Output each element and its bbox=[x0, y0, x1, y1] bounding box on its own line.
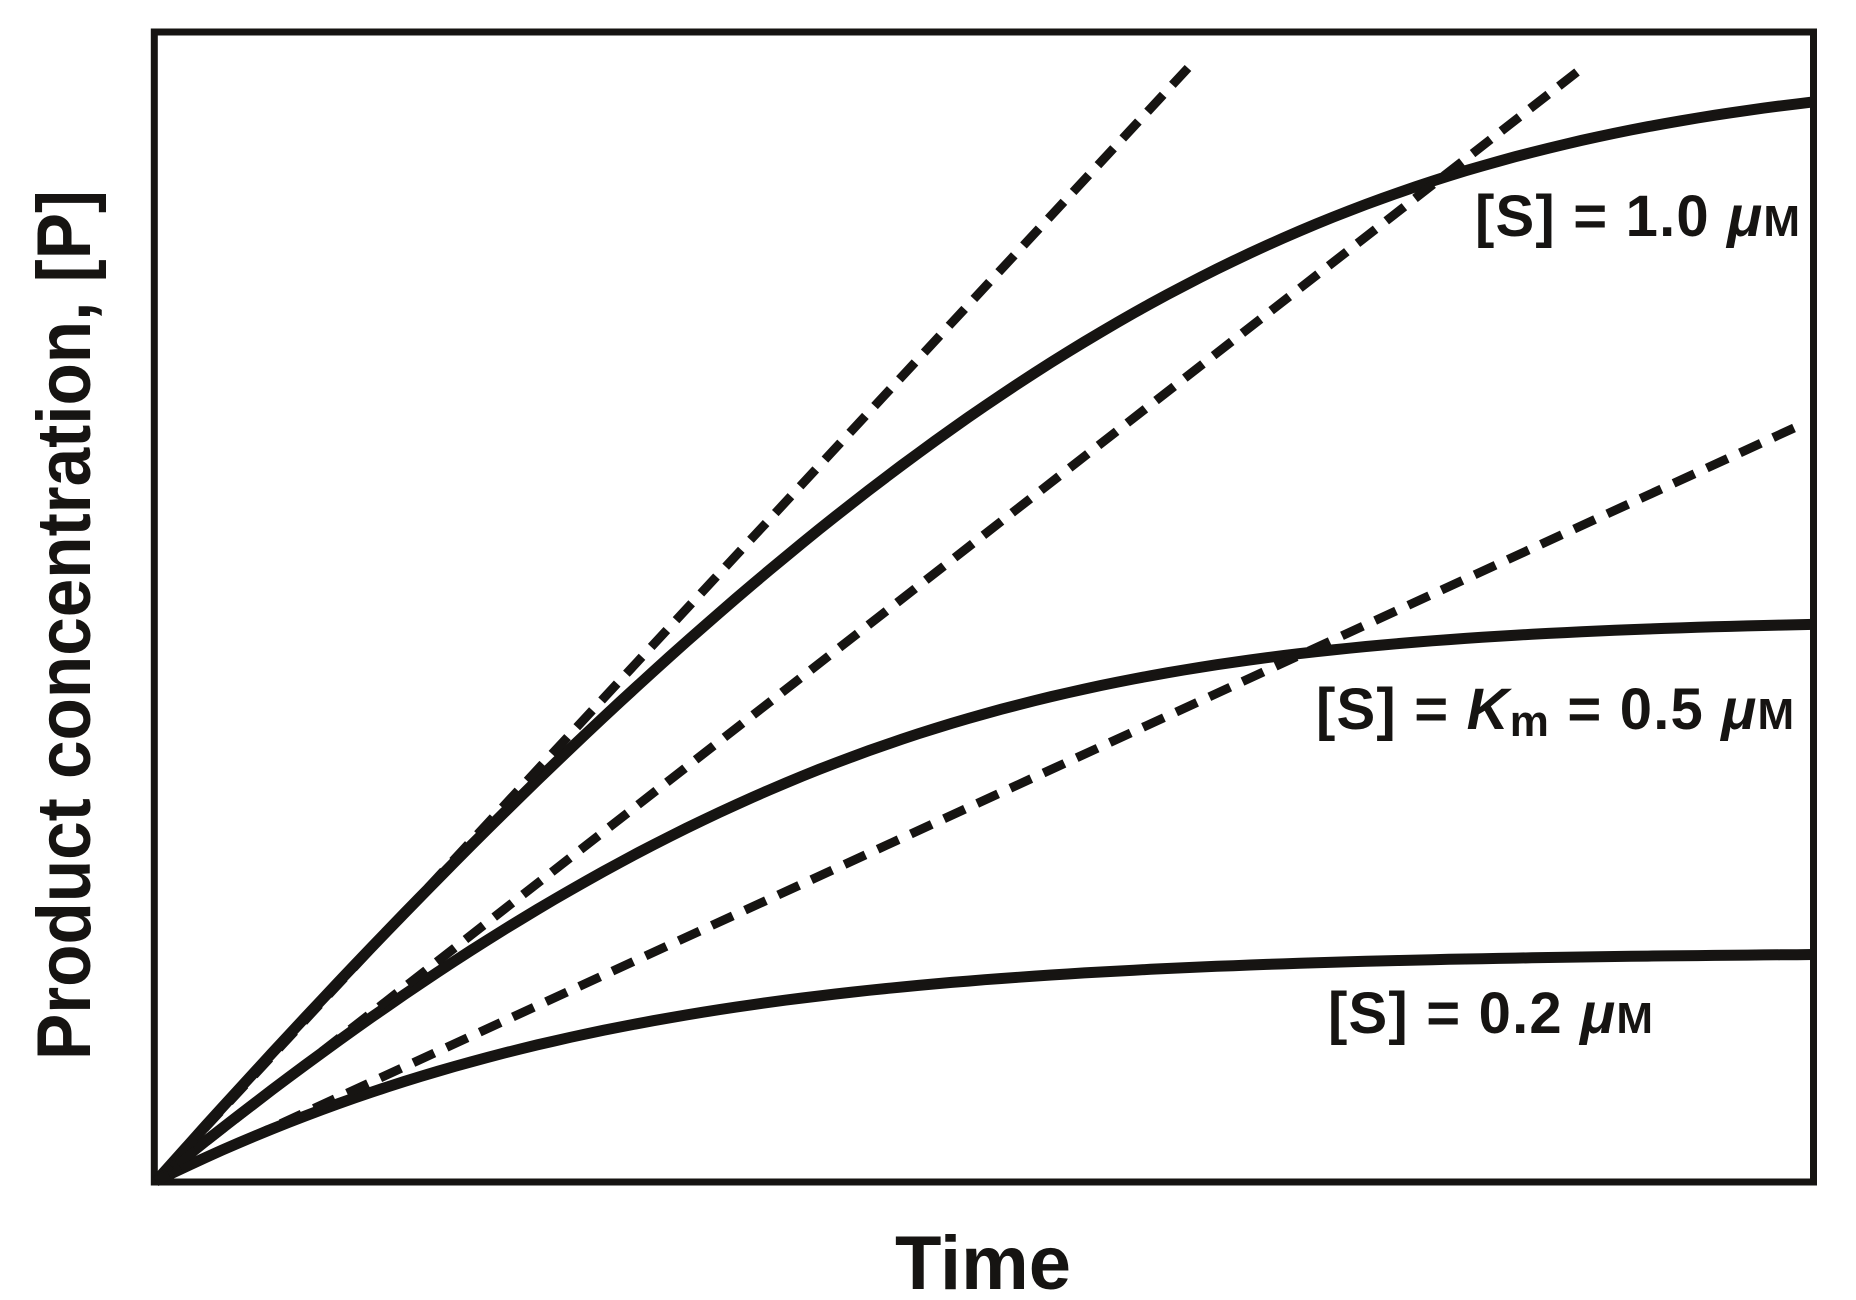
svg-text:Time: Time bbox=[895, 1221, 1071, 1300]
svg-text:[S] = 0.2 μM: [S] = 0.2 μM bbox=[1328, 981, 1654, 1046]
svg-text:[S] = Km = 0.5 μM: [S] = Km = 0.5 μM bbox=[1316, 677, 1795, 746]
svg-text:[S] = 1.0 μM: [S] = 1.0 μM bbox=[1475, 184, 1801, 249]
svg-text:Product concentration, [P]: Product concentration, [P] bbox=[22, 190, 107, 1060]
